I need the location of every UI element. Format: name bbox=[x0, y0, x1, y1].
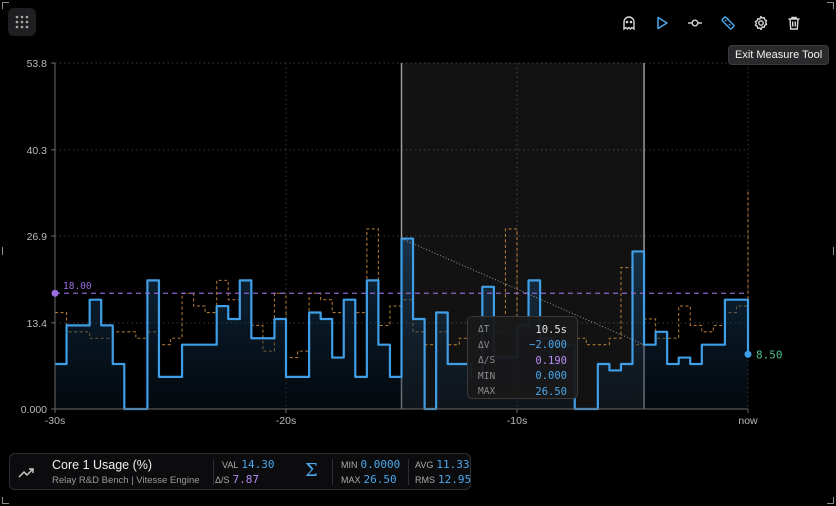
stat-val: VAL 14.30 bbox=[222, 458, 274, 471]
ruler-icon bbox=[720, 16, 735, 30]
y-tick-label: 53.8 bbox=[27, 58, 48, 70]
stat-rate: Δ/S 7.87 bbox=[215, 473, 259, 486]
ghost-button[interactable] bbox=[612, 12, 645, 34]
measure-row-label: ΔV bbox=[478, 339, 490, 351]
stat-avg-label: AVG bbox=[415, 460, 434, 470]
stat-rms-value: 12.95 bbox=[438, 473, 472, 486]
series-line bbox=[55, 237, 750, 411]
series-title: Core 1 Usage (%) bbox=[52, 458, 153, 472]
stat-max: MAX 26.50 bbox=[341, 473, 397, 486]
gear-icon bbox=[754, 15, 767, 31]
measure-tool-button[interactable] bbox=[711, 12, 744, 34]
x-tick-label: now bbox=[738, 415, 758, 427]
y-tick-label: 40.3 bbox=[27, 145, 48, 157]
stat-max-value: 26.50 bbox=[363, 473, 397, 486]
y-tick-label: 26.9 bbox=[27, 231, 48, 243]
apps-grid-button[interactable] bbox=[8, 8, 36, 36]
commit-icon bbox=[687, 19, 702, 27]
measure-tooltip: Exit Measure Tool bbox=[728, 45, 830, 65]
measure-row-value: 0.000 bbox=[535, 370, 567, 383]
threshold-marker bbox=[51, 289, 59, 297]
stat-val-label: VAL bbox=[222, 460, 239, 470]
ghost-icon bbox=[622, 16, 635, 31]
x-tick-label: -30s bbox=[45, 415, 65, 427]
stat-val-value: 14.30 bbox=[241, 458, 275, 471]
stat-min-value: 0.0000 bbox=[360, 458, 401, 471]
x-tick-label: -20s bbox=[276, 415, 296, 427]
stat-rate-value: 7.87 bbox=[232, 473, 260, 486]
measure-row-value: 26.50 bbox=[535, 385, 567, 398]
legend-divider bbox=[213, 459, 214, 485]
measure-row-value: −2.000 bbox=[529, 339, 567, 352]
series-source: Relay R&D Bench | Vitesse Engine bbox=[52, 475, 200, 486]
stat-rms: RMS 12.95 bbox=[415, 473, 471, 486]
settings-button[interactable] bbox=[744, 12, 777, 34]
stat-rate-label: Δ/S bbox=[215, 475, 230, 485]
current-value-marker bbox=[744, 350, 752, 358]
threshold-label: 18.00 bbox=[63, 281, 92, 292]
stat-avg-value: 11.33 bbox=[436, 458, 470, 471]
stat-max-label: MAX bbox=[341, 475, 361, 485]
measure-row: ΔV −2.000 bbox=[468, 338, 577, 354]
trend-icon bbox=[18, 468, 34, 478]
resize-handle-bottom-right[interactable] bbox=[827, 497, 834, 504]
series-legend[interactable]: Core 1 Usage (%) Relay R&D Bench | Vites… bbox=[9, 453, 471, 490]
stat-min-label: MIN bbox=[341, 460, 358, 470]
chart-toolbar bbox=[612, 12, 810, 34]
delete-button[interactable] bbox=[777, 12, 810, 34]
measure-row-label: MAX bbox=[478, 386, 496, 398]
play-icon bbox=[656, 16, 668, 30]
measure-row: MAX 26.50 bbox=[468, 384, 577, 400]
resize-handle-left[interactable] bbox=[2, 247, 3, 255]
y-tick-label: 0.000 bbox=[21, 404, 47, 416]
measure-row: Δ/S 0.190 bbox=[468, 353, 577, 369]
measure-row-label: Δ/S bbox=[478, 355, 496, 367]
measure-row-label: MIN bbox=[478, 370, 496, 382]
stat-rms-label: RMS bbox=[415, 475, 435, 485]
legend-divider bbox=[408, 459, 409, 485]
measure-row-value: 10.5s bbox=[535, 323, 567, 336]
resize-handle-top-right[interactable] bbox=[827, 2, 834, 9]
measure-row: MIN 0.000 bbox=[468, 369, 577, 385]
y-tick-label: 13.4 bbox=[27, 318, 48, 330]
commit-button[interactable] bbox=[678, 12, 711, 34]
measure-readout: ΔT 10.5s ΔV −2.000 Δ/S 0.190 MIN 0.000 MAX 26.50 bbox=[467, 316, 578, 399]
measure-row-value: 0.190 bbox=[535, 354, 567, 367]
resize-handle-right[interactable] bbox=[833, 247, 834, 255]
stat-min: MIN 0.0000 bbox=[341, 458, 400, 471]
resize-handle-bottom-left[interactable] bbox=[2, 497, 9, 504]
measure-row-label: ΔT bbox=[478, 324, 490, 336]
legend-divider bbox=[332, 459, 333, 485]
grid-icon bbox=[15, 15, 29, 29]
stat-avg: AVG 11.33 bbox=[415, 458, 469, 471]
trash-icon bbox=[788, 16, 799, 30]
play-button[interactable] bbox=[645, 12, 678, 34]
current-value-label: 8.50 bbox=[756, 348, 783, 361]
x-tick-label: -10s bbox=[507, 415, 527, 427]
resize-handle-top-left[interactable] bbox=[2, 2, 9, 9]
measure-row: ΔT 10.5s bbox=[468, 322, 577, 338]
sigma-toggle[interactable]: Σ bbox=[305, 460, 318, 481]
measure-connector bbox=[401, 238, 645, 346]
